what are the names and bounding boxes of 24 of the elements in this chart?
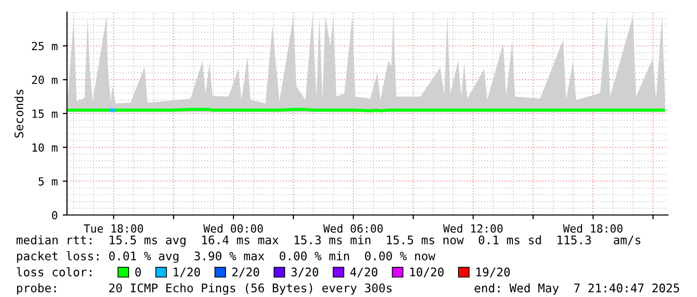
y-tick-label: 0 — [52, 211, 58, 220]
text: probe: 20 ICMP Echo Pings (56 Bytes) every 300s — [17, 283, 392, 295]
y-tick-label: 10 m — [32, 143, 58, 152]
y-axis-title: Seconds — [14, 90, 24, 138]
x-tick-label: Wed 06:00 — [323, 224, 383, 233]
legend-label: 2/20 — [232, 268, 260, 278]
x-tick-label: Wed 00:00 — [203, 224, 263, 233]
y-tick-label: 25 m — [32, 42, 58, 50]
legend-label: 10/20 — [410, 268, 444, 278]
legend-label: 3/20 — [291, 268, 318, 278]
y-tick-label: 20 m — [32, 76, 58, 84]
legend-label: 0 — [135, 268, 141, 276]
legend-title: loss color: — [16, 267, 92, 276]
legend-label: 1/20 — [174, 268, 200, 278]
text: packet loss: 0.01 % avg 3.90 % max 0.00 % min 0.00 % now — [17, 251, 436, 263]
text: median rtt: 15.5 ms avg 16.4 ms max 15.3 ms min 15.5 ms now 0.1 ms sd 115.3 am/s — [16, 235, 640, 247]
text: end: Wed May 7 21:40:47 2025 — [474, 283, 680, 295]
legend-label: 19/20 — [476, 268, 510, 278]
y-tick-label: 5 m — [38, 177, 58, 186]
x-tick-label: Wed 18:00 — [562, 224, 622, 233]
y-tick-label: 15 m — [32, 110, 58, 118]
legend-label: 4/20 — [350, 268, 378, 278]
x-tick-label: Tue 18:00 — [84, 224, 143, 233]
x-tick-label: Wed 12:00 — [443, 224, 503, 233]
